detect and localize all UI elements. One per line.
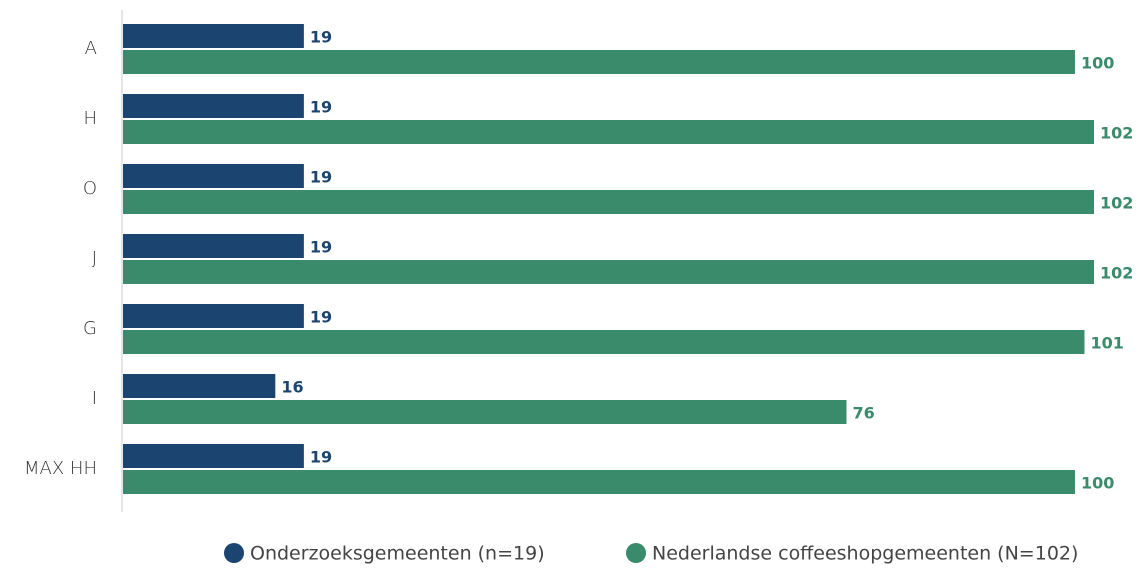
value-label: 100 (1081, 474, 1114, 493)
value-label: 19 (310, 28, 332, 47)
y-tick-label: O (83, 178, 97, 199)
value-label: 76 (852, 404, 874, 423)
value-label: 102 (1100, 124, 1133, 143)
y-tick-label: G (83, 318, 97, 339)
bar (123, 50, 1075, 74)
y-tick-label: MAX HH (24, 458, 97, 479)
bar (123, 330, 1085, 354)
legend-label: Nederlandse coffeeshopgemeenten (N=102) (652, 543, 1078, 565)
value-label: 102 (1100, 194, 1133, 213)
bar (123, 260, 1094, 284)
bar (123, 120, 1094, 144)
bar (123, 94, 304, 118)
value-label: 100 (1081, 54, 1114, 73)
value-label: 19 (310, 238, 332, 257)
value-label: 19 (310, 308, 332, 327)
bar (123, 234, 304, 258)
legend-label: Onderzoeksgemeenten (n=19) (250, 543, 545, 565)
value-label: 19 (310, 448, 332, 467)
bar (123, 24, 304, 48)
bar (123, 374, 276, 398)
bar (123, 444, 304, 468)
legend-marker (224, 543, 244, 563)
y-tick-label: I (92, 388, 97, 409)
value-label: 19 (310, 168, 332, 187)
value-label: 102 (1100, 264, 1133, 283)
value-label: 19 (310, 98, 332, 117)
bar (123, 400, 847, 424)
bar (123, 164, 304, 188)
legend-marker (626, 543, 646, 563)
y-tick-label: A (85, 38, 97, 59)
value-label: 101 (1090, 334, 1123, 353)
y-tick-label: H (83, 108, 97, 129)
value-label: 16 (281, 378, 303, 397)
bar (123, 190, 1094, 214)
bar (123, 470, 1075, 494)
bar (123, 304, 304, 328)
y-tick-label: J (92, 248, 97, 269)
